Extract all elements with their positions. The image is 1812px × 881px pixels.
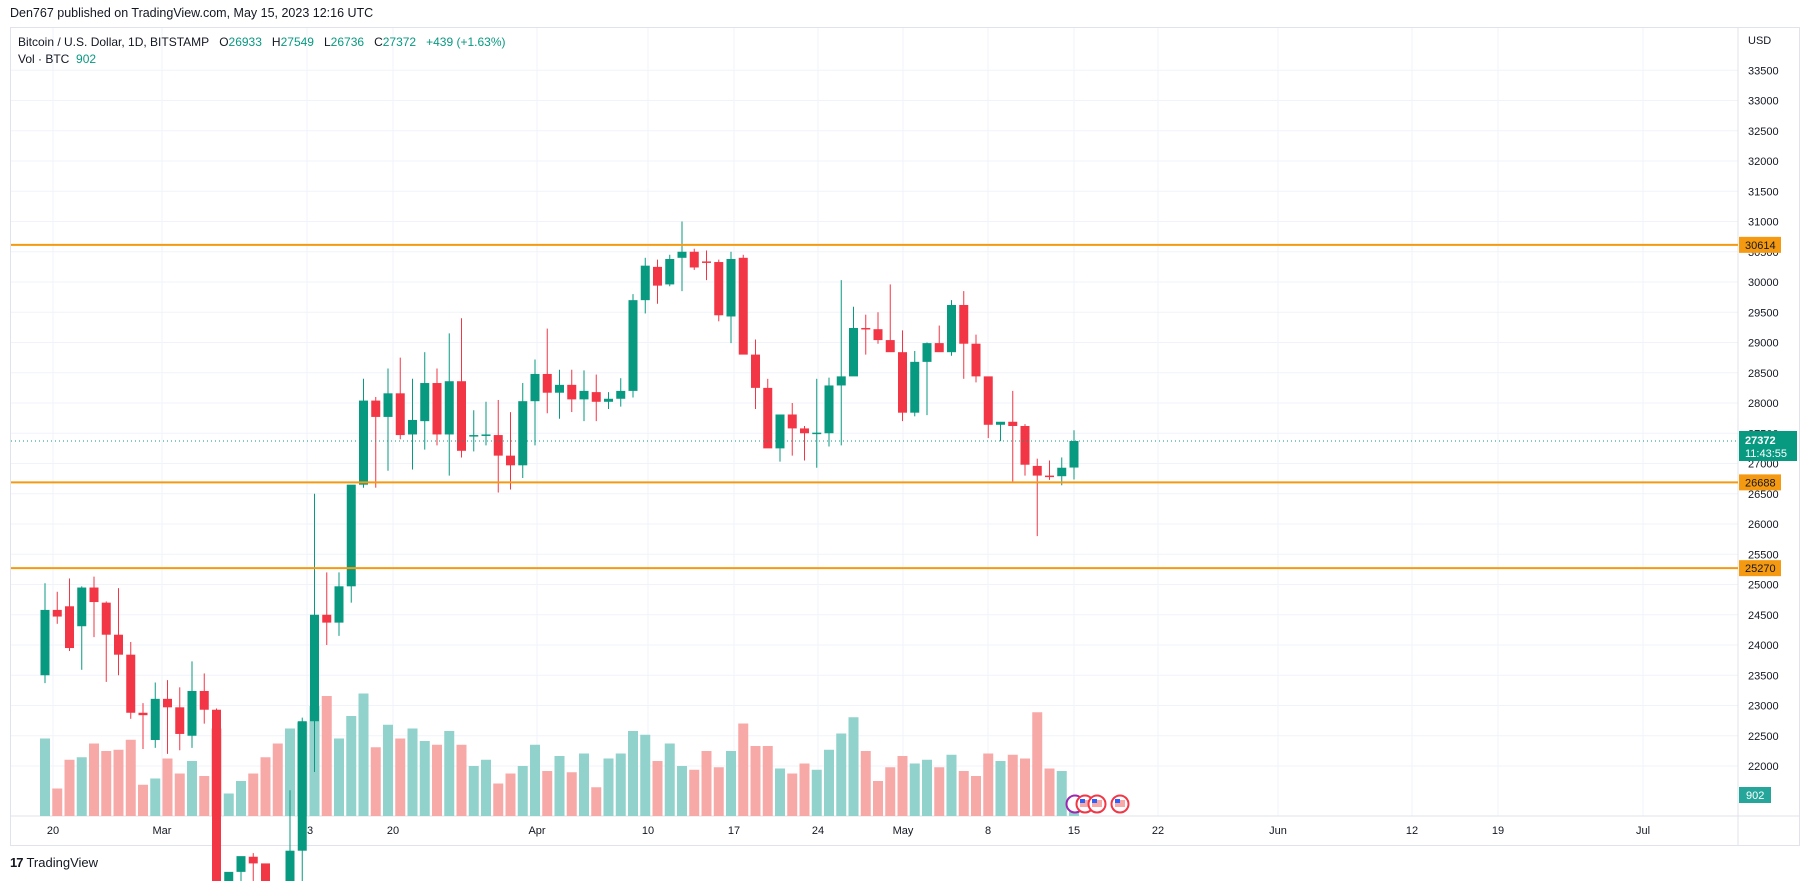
volume-last-badge [1739, 787, 1771, 803]
svg-text:17: 17 [728, 825, 740, 837]
svg-text:33000: 33000 [1748, 96, 1779, 108]
svg-text:10: 10 [642, 825, 654, 837]
high-value: 27549 [280, 35, 314, 49]
svg-text:23500: 23500 [1748, 670, 1779, 682]
svg-text:22500: 22500 [1748, 731, 1779, 743]
chart-legend: Bitcoin / U.S. Dollar, 1D, BITSTAMP O269… [18, 34, 506, 68]
level-price-badge [1739, 560, 1781, 577]
svg-text:902: 902 [1746, 790, 1764, 802]
brand-name[interactable]: TradingView [26, 855, 99, 870]
svg-text:27000: 27000 [1748, 459, 1779, 471]
svg-text:26688: 26688 [1745, 477, 1776, 489]
volume-value: 902 [76, 52, 97, 66]
footer: 17 TradingView [10, 855, 98, 870]
svg-text:26000: 26000 [1748, 519, 1779, 531]
svg-text:23000: 23000 [1748, 701, 1779, 713]
open-value: 26933 [228, 35, 262, 49]
svg-text:22000: 22000 [1748, 761, 1779, 773]
svg-text:Mar: Mar [153, 825, 172, 837]
svg-text:25500: 25500 [1748, 549, 1779, 561]
svg-text:USD: USD [1748, 35, 1771, 47]
chart-frame [10, 27, 1800, 846]
publisher-line: Den767 published on TradingView.com, May… [10, 6, 374, 20]
svg-text:19: 19 [1492, 825, 1504, 837]
svg-text:15: 15 [1068, 825, 1080, 837]
candles [40, 221, 1079, 881]
svg-text:8: 8 [985, 825, 991, 837]
low-value: 26736 [330, 35, 365, 49]
symbol-title[interactable]: Bitcoin / U.S. Dollar, 1D, BITSTAMP [18, 35, 210, 49]
economic-event-icons[interactable] [1065, 794, 1130, 814]
svg-text:25270: 25270 [1745, 563, 1776, 575]
close-label: C [374, 35, 383, 49]
svg-text:25000: 25000 [1748, 580, 1779, 592]
svg-text:Jun: Jun [1269, 825, 1287, 837]
level-price-badge [1739, 236, 1781, 253]
volume-label[interactable]: Vol · BTC [18, 52, 70, 66]
svg-text:26500: 26500 [1748, 489, 1779, 501]
time-axis[interactable]: 20 Mar 13 20 Apr 10 17 24 May 8 15 22 Jun 12 19 Jul [47, 825, 1650, 837]
svg-text:12: 12 [1406, 825, 1418, 837]
svg-text:May: May [893, 825, 914, 837]
svg-text:31500: 31500 [1748, 186, 1779, 198]
svg-text:20: 20 [387, 825, 399, 837]
price-axis[interactable]: USD 22000 22500 23000 23500 24000 24500 25000 25… [1748, 35, 1779, 773]
svg-text:29000: 29000 [1748, 338, 1779, 350]
svg-text:28500: 28500 [1748, 368, 1779, 380]
svg-text:31000: 31000 [1748, 217, 1779, 229]
close-value: 27372 [382, 35, 417, 49]
volume-row: Vol · BTC 902 [18, 51, 506, 68]
svg-text:27372: 27372 [1745, 435, 1776, 447]
svg-text:24500: 24500 [1748, 610, 1779, 622]
last-price-badge [1739, 430, 1797, 461]
volume-bars [40, 693, 1079, 816]
svg-text:30614: 30614 [1745, 240, 1776, 252]
svg-text:22: 22 [1152, 825, 1164, 837]
svg-text:33500: 33500 [1748, 65, 1779, 77]
svg-text:Apr: Apr [528, 825, 545, 837]
svg-text:30000: 30000 [1748, 277, 1779, 289]
svg-text:Jul: Jul [1636, 825, 1650, 837]
level-price-badge [1739, 474, 1781, 491]
svg-text:11:43:55: 11:43:55 [1745, 448, 1787, 460]
svg-text:28000: 28000 [1748, 398, 1779, 410]
ohlc-row: Bitcoin / U.S. Dollar, 1D, BITSTAMP O269… [18, 34, 506, 51]
svg-text:32500: 32500 [1748, 126, 1779, 138]
change-value: +439 (+1.63%) [426, 35, 506, 49]
open-label: O [219, 35, 229, 49]
high-label: H [271, 35, 281, 49]
svg-text:29500: 29500 [1748, 307, 1779, 319]
low-label: L [323, 35, 331, 49]
svg-text:24: 24 [812, 825, 824, 837]
svg-text:20: 20 [47, 825, 59, 837]
svg-text:32000: 32000 [1748, 156, 1779, 168]
svg-text:24000: 24000 [1748, 640, 1779, 652]
tradingview-logo-icon[interactable]: 17 [10, 855, 24, 870]
